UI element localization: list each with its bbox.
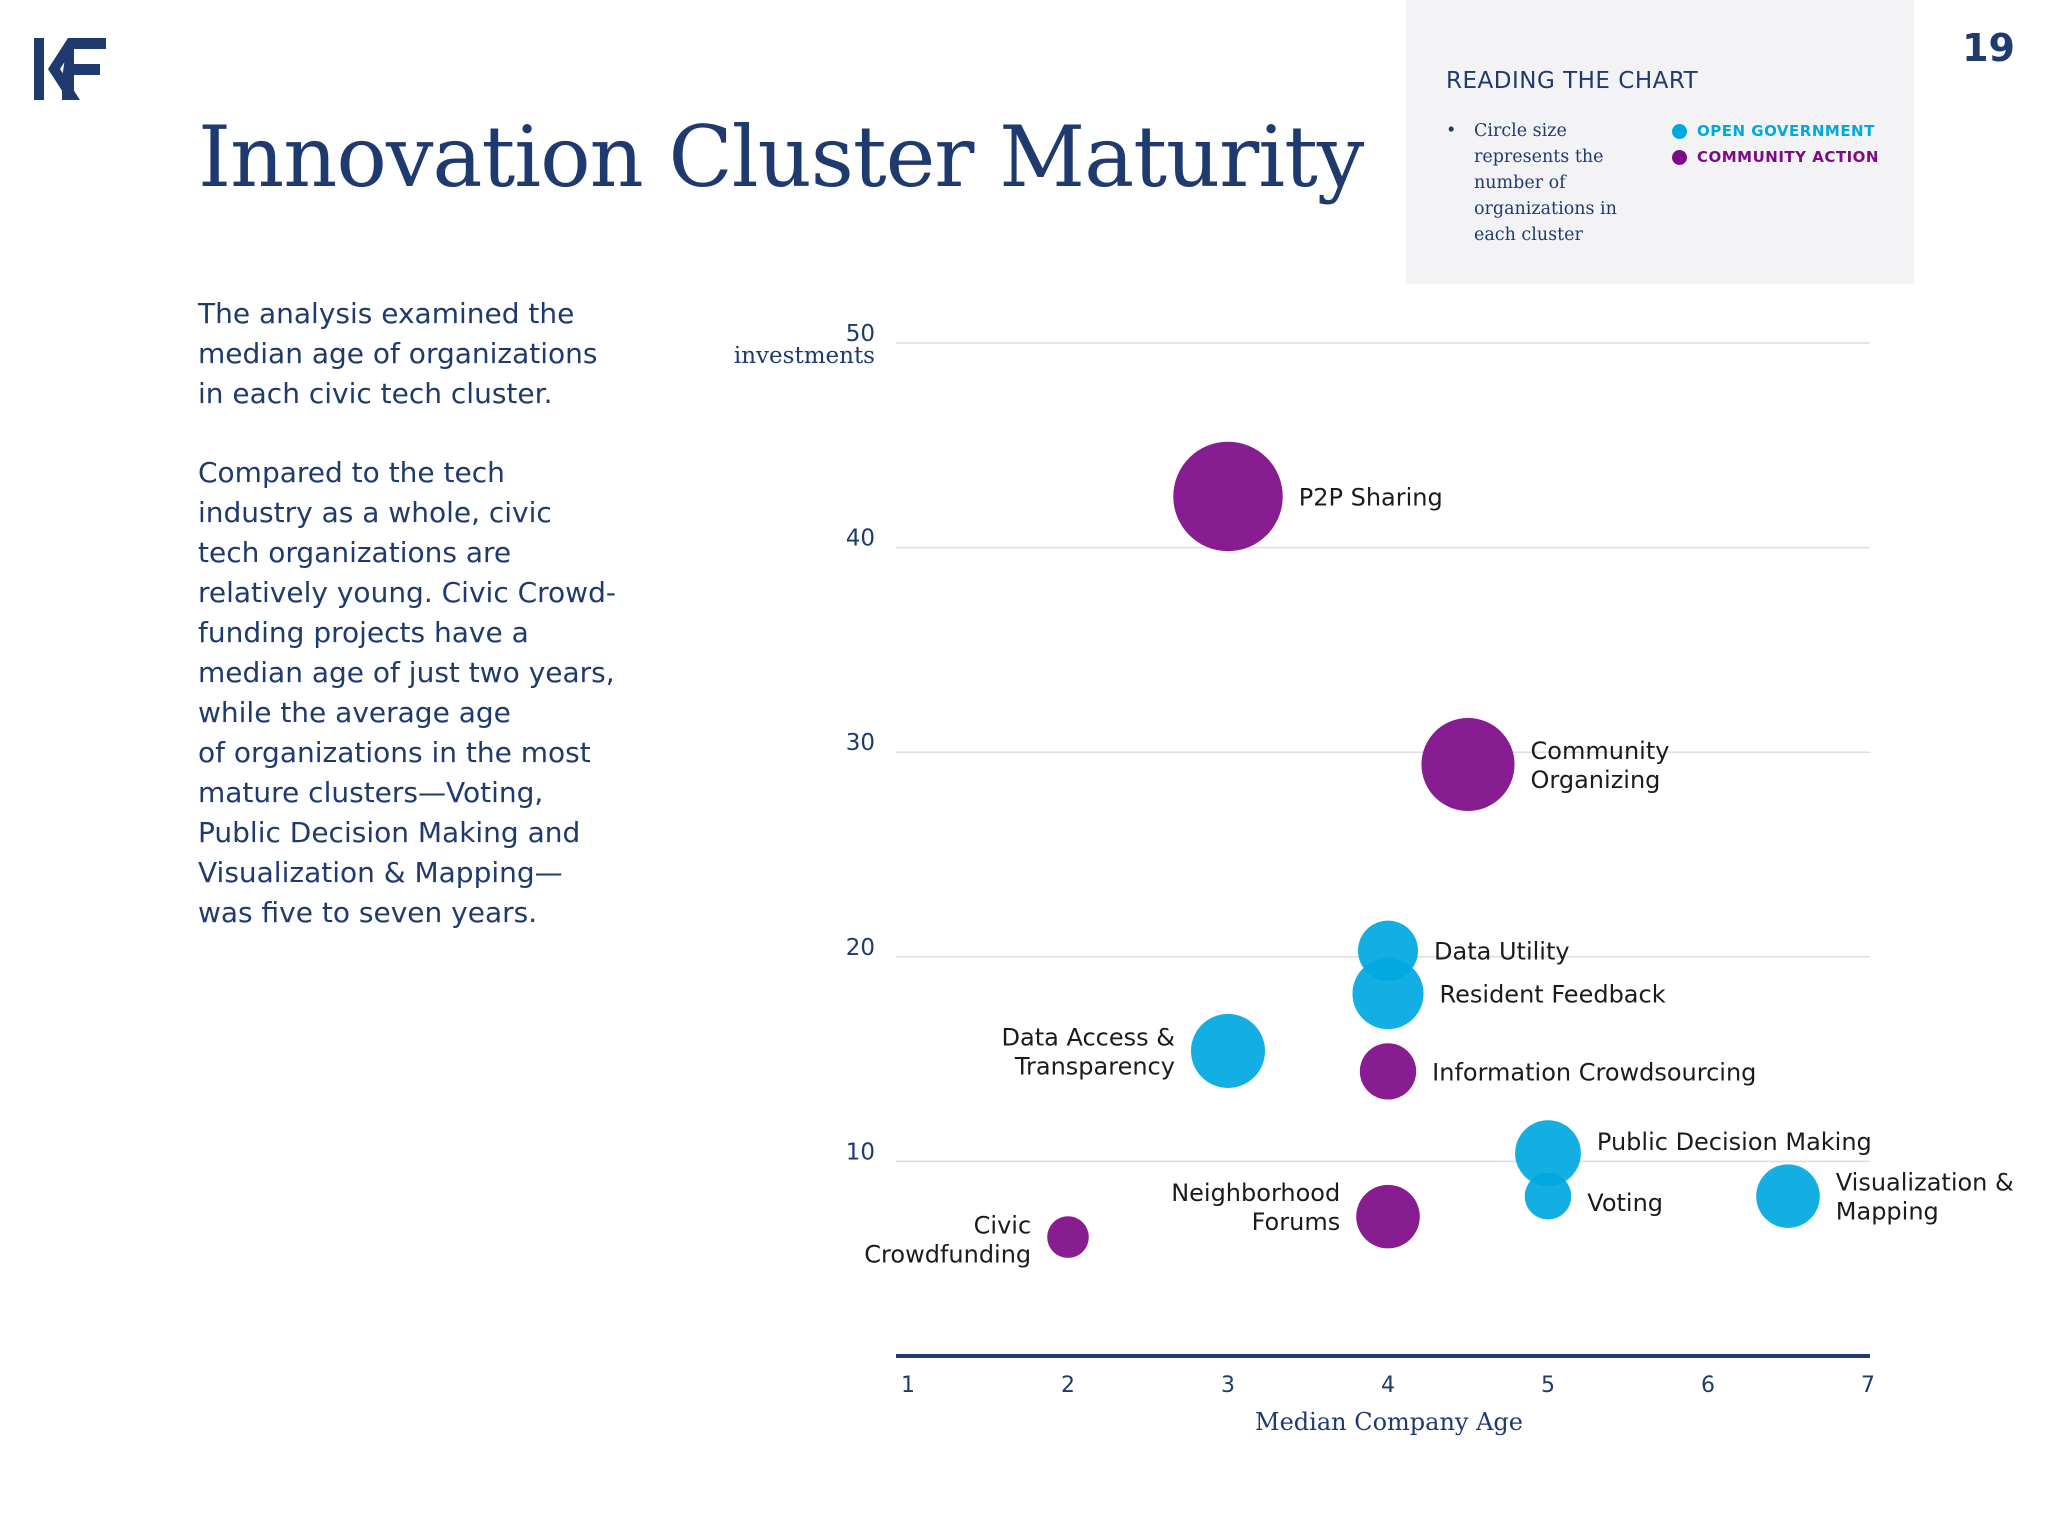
bubble-community-organizing [1421, 717, 1515, 812]
y-tick-label: 20 [846, 935, 875, 961]
bubble-voting [1524, 1172, 1572, 1220]
bubble-label-information-crowdsourcing: Information Crowdsourcing [1432, 1058, 1756, 1086]
legend-entry-community-action: COMMUNITY ACTION [1672, 148, 1879, 166]
legend-label-open-government: OPEN GOVERNMENT [1697, 122, 1875, 140]
bullet-icon: • [1446, 121, 1457, 141]
page-title: Innovation Cluster Maturity [198, 108, 1364, 206]
legend-entry-open-government: OPEN GOVERNMENT [1672, 122, 1875, 140]
legend-heading: READING THE CHART [1446, 68, 1699, 94]
bubble-label-data-utility: Data Utility [1434, 938, 1570, 966]
x-tick-label: 4 [1381, 1373, 1395, 1398]
bubble-neighborhood-forums [1356, 1184, 1420, 1249]
y-axis-label: investments [734, 343, 875, 369]
y-tick-label: 50 [846, 321, 875, 347]
legend-dot-open-government [1672, 123, 1687, 139]
bubble-information-crowdsourcing [1359, 1043, 1417, 1100]
bubble-p2p-sharing [1173, 441, 1283, 552]
bubble-public-decision-making [1515, 1120, 1581, 1187]
page-number: 19 [1962, 26, 2015, 70]
bubbles [1047, 441, 1820, 1258]
reading-the-chart-panel: READING THE CHART • Circle size represen… [1406, 0, 1914, 284]
kf-logo [34, 38, 106, 100]
x-tick-label: 7 [1861, 1373, 1875, 1398]
legend-dot-community-action [1672, 149, 1687, 165]
x-tick-label: 2 [1061, 1373, 1075, 1398]
x-axis-label: Median Company Age [1255, 1408, 1523, 1436]
bubble-label-voting: Voting [1587, 1189, 1663, 1217]
legend-note: • Circle size represents the number of o… [1446, 118, 1646, 248]
bubble-labels: Data Utility Resident Feedback Data Access… [864, 483, 2013, 1268]
bubble-label-resident-feedback: Resident Feedback [1440, 981, 1666, 1009]
x-tick-label: 6 [1701, 1373, 1715, 1398]
bubble-civic-crowdfunding [1047, 1216, 1089, 1258]
bubble-resident-feedback [1352, 958, 1424, 1030]
bubble-label-visualization-and-mapping: Visualization & Mapping [1836, 1169, 2014, 1226]
legend-label-community-action: COMMUNITY ACTION [1697, 148, 1879, 166]
bubble-data-access-and-transparency [1190, 1013, 1266, 1088]
y-tick-label: 40 [846, 526, 875, 552]
bubble-label-data-access-and-transparency: Data Access & Transparency [1002, 1023, 1175, 1080]
bubble-visualization-and-mapping [1756, 1164, 1820, 1228]
bubble-label-civic-crowdfunding: Civic Crowdfunding [864, 1212, 1031, 1269]
x-tick-label: 1 [901, 1373, 915, 1398]
x-tick-label: 3 [1221, 1373, 1235, 1398]
bubble-label-public-decision-making: Public Decision Making [1597, 1128, 1872, 1156]
body-paragraph: Compared to the tech industry as a whole… [198, 456, 616, 929]
legend-note-text: Circle size represents the number of org… [1474, 121, 1617, 245]
body-paragraph: The analysis examined the median age of … [198, 297, 598, 410]
bubble-label-community-organizing: Community Organizing [1531, 737, 1670, 794]
bubble-label-p2p-sharing: P2P Sharing [1299, 483, 1443, 511]
body-text: The analysis examined the median age of … [198, 294, 658, 972]
x-tick-label: 5 [1541, 1373, 1555, 1398]
bubble-label-neighborhood-forums: Neighborhood Forums [1171, 1179, 1340, 1236]
y-tick-label: 10 [846, 1139, 875, 1165]
y-tick-label: 30 [846, 730, 875, 756]
